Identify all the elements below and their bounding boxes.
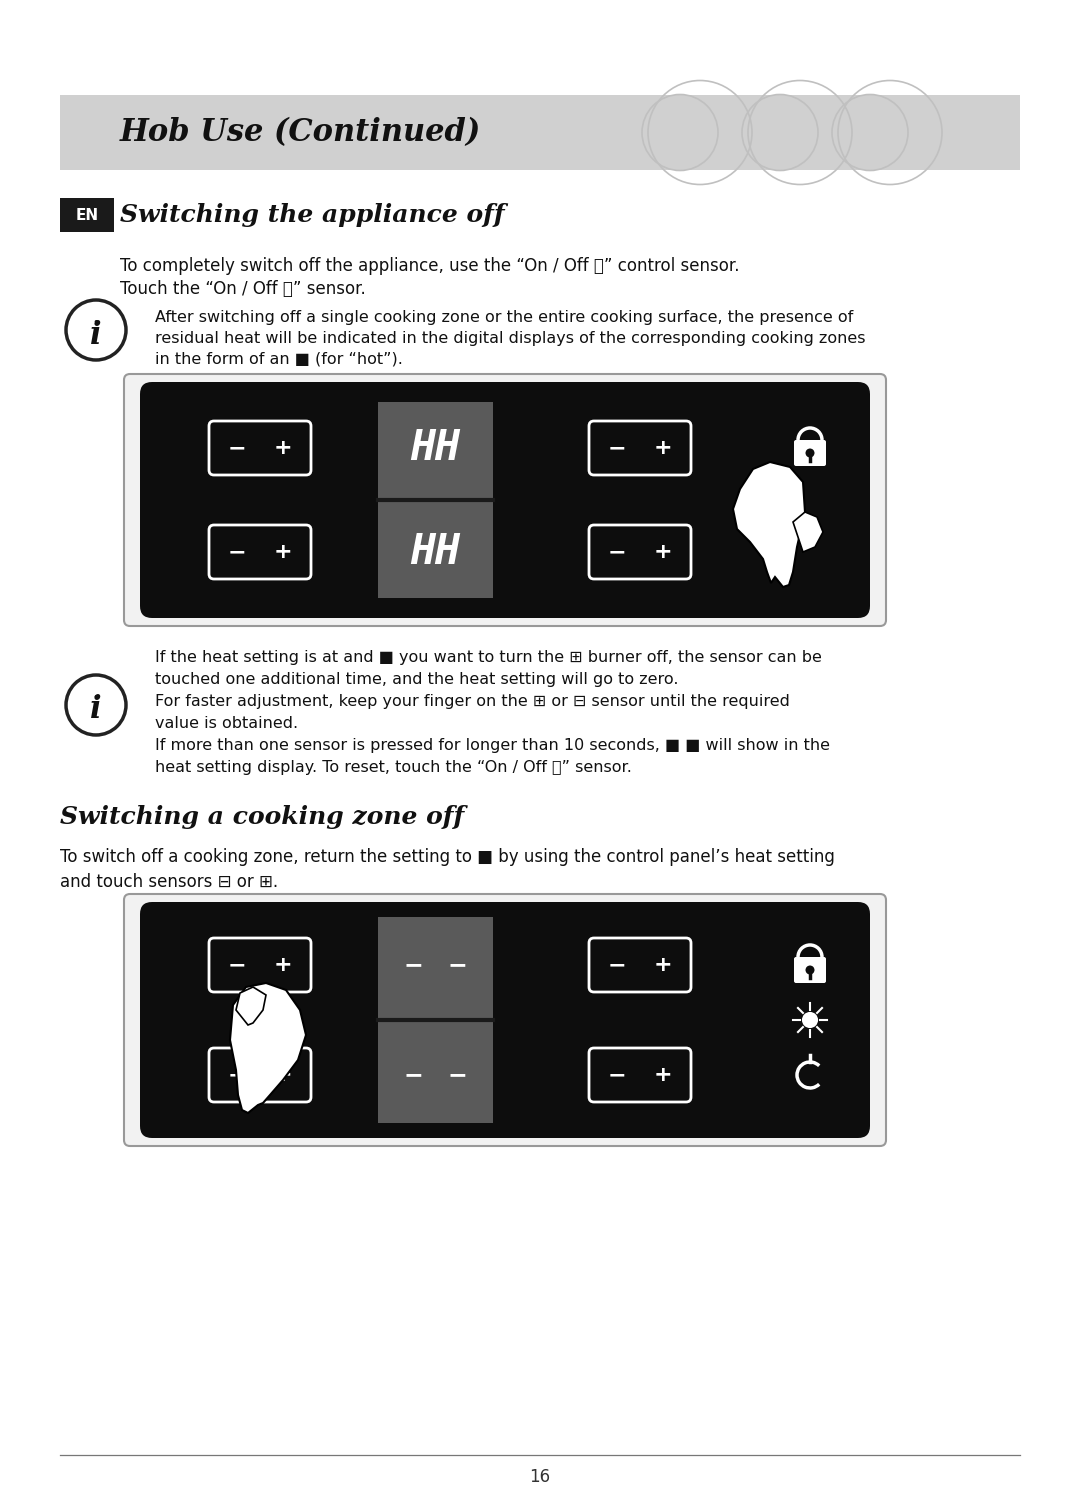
FancyBboxPatch shape [589,938,691,993]
Text: To switch off a cooking zone, return the setting to ■ by using the control panel: To switch off a cooking zone, return the… [60,849,835,866]
FancyBboxPatch shape [794,440,826,467]
Text: +: + [653,1065,673,1085]
Text: HH: HH [410,531,460,574]
Circle shape [806,966,814,975]
Text: −: − [228,1065,246,1085]
FancyBboxPatch shape [210,525,311,580]
Text: If the heat setting is at and ■ you want to turn the ⊞ burner off, the sensor ca: If the heat setting is at and ■ you want… [156,649,822,666]
Text: Touch the “On / Off ⏻” sensor.: Touch the “On / Off ⏻” sensor. [120,279,366,299]
FancyBboxPatch shape [589,525,691,580]
Text: +: + [653,438,673,458]
Text: in the form of an ■ (for “hot”).: in the form of an ■ (for “hot”). [156,352,403,367]
Text: +: + [273,542,293,562]
FancyBboxPatch shape [140,902,870,1138]
Text: −: − [608,955,626,975]
FancyBboxPatch shape [210,1048,311,1103]
Text: +: + [273,438,293,458]
Circle shape [66,675,126,736]
Text: −: − [228,542,246,562]
Polygon shape [230,984,306,1113]
Circle shape [806,449,814,458]
FancyBboxPatch shape [210,421,311,476]
Text: and touch sensors ⊟ or ⊞.: and touch sensors ⊟ or ⊞. [60,872,279,892]
Text: heat setting display. To reset, touch the “On / Off ⏻” sensor.: heat setting display. To reset, touch th… [156,759,632,776]
Text: −: − [447,953,467,976]
Text: −: − [608,542,626,562]
Text: −: − [608,1065,626,1085]
Circle shape [66,300,126,360]
Text: −: − [403,953,423,976]
FancyBboxPatch shape [124,895,886,1146]
Text: −: − [608,438,626,458]
Text: touched one additional time, and the heat setting will go to zero.: touched one additional time, and the hea… [156,672,678,687]
Text: −: − [447,1062,467,1086]
Bar [60,95,1020,169]
FancyBboxPatch shape [140,382,870,618]
Text: residual heat will be indicated in the digital displays of the corresponding coo: residual heat will be indicated in the d… [156,331,865,346]
Text: For faster adjustment, keep your finger on the ⊞ or ⊟ sensor until the required: For faster adjustment, keep your finger … [156,694,789,709]
Text: EN: EN [76,208,98,223]
Text: .: . [93,684,99,701]
Text: −: − [403,1062,423,1086]
Text: −: − [228,955,246,975]
Text: After switching off a single cooking zone or the entire cooking surface, the pre: After switching off a single cooking zon… [156,311,853,325]
Text: Switching a cooking zone off: Switching a cooking zone off [60,805,464,829]
Text: i: i [91,694,102,725]
Bar [378,403,492,597]
Text: Switching the appliance off: Switching the appliance off [120,204,504,227]
Text: +: + [273,1065,293,1085]
Text: +: + [273,955,293,975]
Polygon shape [793,513,823,551]
Bar [378,917,492,1123]
Text: If more than one sensor is pressed for longer than 10 seconds, ■ ■ will show in : If more than one sensor is pressed for l… [156,739,831,753]
FancyBboxPatch shape [589,421,691,476]
Text: To completely switch off the appliance, use the “On / Off ⏻” control sensor.: To completely switch off the appliance, … [120,257,740,275]
FancyBboxPatch shape [210,938,311,993]
Text: +: + [653,542,673,562]
Polygon shape [733,462,805,587]
Circle shape [804,1013,816,1027]
Text: 16: 16 [529,1468,551,1486]
Text: Hob Use (Continued): Hob Use (Continued) [120,117,482,149]
Text: −: − [228,438,246,458]
Text: value is obtained.: value is obtained. [156,716,298,731]
Text: .: . [93,309,99,327]
FancyBboxPatch shape [589,1048,691,1103]
Text: i: i [91,319,102,351]
FancyBboxPatch shape [124,374,886,626]
Bar [60,198,114,232]
Text: +: + [653,955,673,975]
Text: HH: HH [410,426,460,470]
Polygon shape [237,987,266,1025]
FancyBboxPatch shape [794,957,826,984]
